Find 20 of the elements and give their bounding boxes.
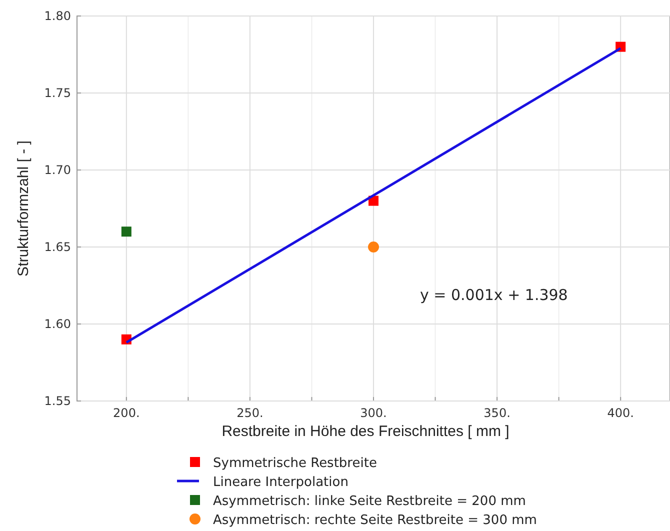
legend-label: Symmetrische Restbreite [213,456,377,471]
x-tick-label: 250. [236,406,264,420]
x-tick-label: 300. [360,406,387,420]
y-tick-label: 1.55 [44,394,71,408]
legend-label: Asymmetrisch: linke Seite Restbreite = 200 mm [213,494,526,509]
legend-label: Asymmetrisch: rechte Seite Restbreite = 300 mm [213,513,537,528]
y-tick-label: 1.75 [44,86,71,100]
y-tick-label: 1.65 [44,240,71,254]
x-tick-label: 200. [113,406,140,420]
y-axis-title: Strukturformzahl [ - ] [15,140,32,276]
x-tick-label: 400. [607,406,634,420]
x-axis-title: Restbreite in Höhe des Freischnittes [ mm ] [222,423,510,440]
y-tick-label: 1.70 [44,163,71,177]
y-tick-label: 1.60 [44,317,71,331]
y-tick-label: 1.80 [44,9,71,23]
annotation: y = 0.001x + 1.398 [420,286,568,304]
legend-label: Lineare Interpolation [213,475,348,490]
point [368,242,379,252]
point [121,226,132,237]
x-tick-label: 350. [484,406,510,420]
